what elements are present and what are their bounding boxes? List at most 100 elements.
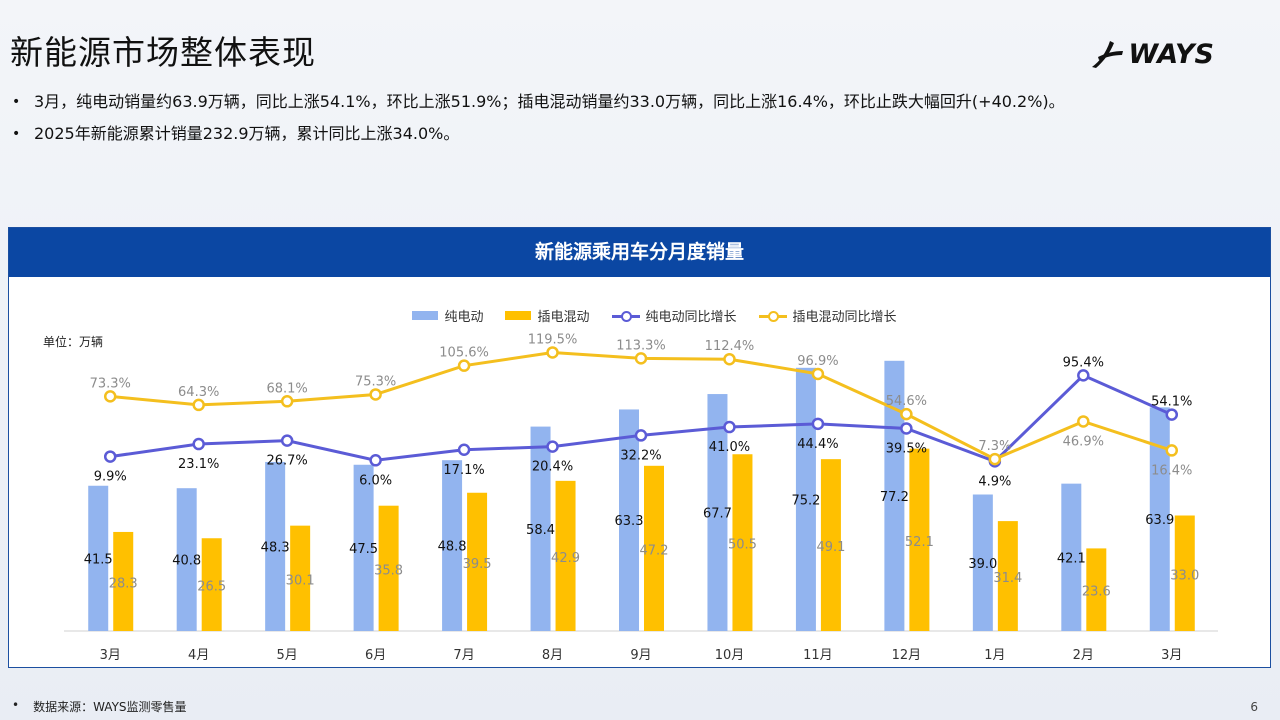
bar-label-phev: 23.6: [1082, 585, 1111, 600]
bar-label-phev: 50.5: [728, 538, 757, 553]
chart-title: 新能源乘用车分月度销量: [9, 228, 1270, 277]
bar-phev: [113, 531, 134, 631]
x-tick-label: 9月: [630, 648, 651, 663]
bullet-text: 2025年新能源累计销量232.9万辆，累计同比上涨34.0%。: [34, 124, 460, 143]
footer-bullet: •: [12, 698, 20, 712]
x-tick-label: 12月: [892, 648, 922, 663]
marker-bev-yoy: [1165, 408, 1179, 421]
bar-label-bev: 77.2: [880, 490, 909, 505]
bar-bev: [442, 460, 463, 631]
bar-phev: [467, 492, 488, 631]
x-tick-label: 4月: [188, 648, 209, 663]
bar-bev: [176, 488, 197, 631]
x-tick-label: 3月: [100, 648, 121, 663]
label-bev-yoy: 41.0%: [709, 440, 750, 455]
bar-phev: [997, 521, 1018, 631]
bar-label-bev: 58.4: [526, 523, 555, 538]
bar-label-phev: 31.4: [993, 571, 1022, 586]
ways-logo: WAYS: [1090, 36, 1214, 72]
legend-label: 纯电动: [444, 310, 484, 325]
label-bev-yoy: 95.4%: [1063, 355, 1104, 370]
label-phev-yoy: 113.3%: [616, 338, 666, 353]
x-tick-label: 3月: [1161, 648, 1182, 663]
bar-label-phev: 47.2: [640, 543, 669, 558]
bar-phev: [378, 505, 399, 631]
bar-bev: [972, 494, 993, 631]
bar-bev: [795, 367, 816, 631]
bar-label-bev: 75.2: [791, 493, 820, 508]
sales-chart: 41.5 28.3 3月 40.8 26.5 4月 48.3 30.1 5月 47.5 35.8 6月…: [64, 332, 1218, 663]
bar-label-phev: 35.8: [374, 563, 403, 578]
marker-phev-yoy: [546, 346, 559, 359]
bar-label-bev: 41.5: [84, 552, 113, 567]
bar-label-bev: 47.5: [349, 542, 378, 557]
marker-bev-yoy: [280, 434, 294, 447]
label-phev-yoy: 46.9%: [1063, 434, 1104, 449]
bullet-dot: •: [12, 126, 21, 142]
marker-bev-yoy: [723, 420, 736, 434]
marker-phev-yoy: [900, 407, 913, 421]
bar-phev: [820, 459, 841, 631]
bar-phev: [1174, 515, 1195, 631]
logo-text: WAYS: [1128, 38, 1214, 70]
legend-item-bev[interactable]: 纯电动: [412, 306, 483, 325]
bar-phev: [555, 480, 576, 631]
label-phev-yoy: 64.3%: [178, 385, 219, 400]
marker-phev-yoy: [988, 452, 1002, 466]
bar-label-phev: 28.3: [109, 576, 138, 591]
marker-bev-yoy: [546, 440, 559, 453]
bar-bev: [265, 461, 286, 631]
bar-label-phev: 42.9: [551, 551, 580, 566]
bar-label-bev: 40.8: [172, 554, 201, 569]
legend-item-bev-yoy[interactable]: 纯电动同比增长: [611, 306, 737, 325]
chart-panel: 新能源乘用车分月度销量 纯电动 插电混动 纯电动同比增长 插电混动同比增长 单位…: [8, 227, 1271, 668]
legend-item-phev-yoy[interactable]: 插电混动同比增长: [758, 306, 897, 325]
marker-bev-yoy: [634, 429, 648, 442]
marker-bev-yoy: [900, 422, 913, 435]
bullet-text: 3月，纯电动销量约63.9万辆，同比上涨54.1%，环比上涨51.9%；插电混动…: [34, 92, 1065, 111]
label-phev-yoy: 119.5%: [528, 332, 578, 347]
label-bev-yoy: 9.9%: [94, 470, 127, 485]
label-bev-yoy: 26.7%: [266, 454, 307, 469]
marker-phev-yoy: [192, 398, 205, 412]
bullet-item: • 3月，纯电动销量约63.9万辆，同比上涨54.1%，环比上涨51.9%；插电…: [12, 90, 1065, 122]
marker-phev-yoy: [369, 388, 382, 401]
marker-bev-yoy: [811, 417, 825, 431]
label-phev-yoy: 105.6%: [439, 346, 489, 361]
ways-logo-icon: [1092, 41, 1124, 68]
data-source: 数据来源：WAYS监测零售量: [33, 700, 187, 714]
page-number: 6: [1250, 700, 1258, 714]
bar-label-bev: 42.1: [1057, 551, 1086, 566]
bar-phev: [290, 525, 311, 631]
bar-label-phev: 39.5: [463, 557, 492, 572]
label-bev-yoy: 39.5%: [886, 441, 927, 456]
bar-phev: [644, 465, 664, 631]
marker-bev-yoy: [103, 450, 117, 463]
legend-label: 纯电动同比增长: [645, 310, 737, 325]
bar-label-phev: 30.1: [286, 573, 315, 588]
x-tick-label: 10月: [715, 648, 745, 663]
bar-bev: [1061, 483, 1082, 631]
bar-phev: [909, 448, 930, 631]
bar-bev: [88, 485, 109, 631]
legend-swatch: [412, 311, 439, 320]
bar-bev: [707, 394, 728, 631]
legend-label: 插电混动: [537, 310, 590, 325]
label-phev-yoy: 73.3%: [90, 376, 131, 391]
legend-item-phev[interactable]: 插电混动: [505, 306, 590, 325]
marker-phev-yoy: [634, 352, 648, 365]
label-phev-yoy: 7.3%: [978, 439, 1011, 454]
label-bev-yoy: 6.0%: [359, 473, 392, 488]
x-tick-label: 5月: [277, 648, 298, 663]
bar-label-bev: 48.3: [261, 540, 290, 555]
legend-swatch: [611, 310, 640, 322]
bar-phev: [732, 454, 753, 631]
bar-phev: [201, 538, 222, 631]
footer: • 数据来源：WAYS监测零售量: [12, 698, 187, 715]
label-bev-yoy: 4.9%: [978, 474, 1011, 489]
bar-label-phev: 49.1: [816, 540, 845, 555]
bar-bev: [619, 409, 639, 631]
legend-label: 插电混动同比增长: [792, 310, 897, 325]
marker-phev-yoy: [103, 390, 117, 403]
label-bev-yoy: 44.4%: [797, 437, 838, 452]
